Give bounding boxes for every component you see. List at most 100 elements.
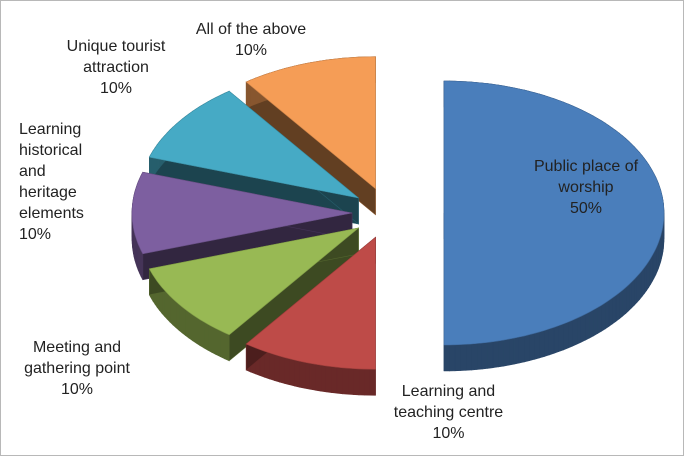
slice-side (636, 272, 641, 303)
slice-side (544, 328, 550, 357)
slice-side (508, 337, 515, 366)
slice-side (284, 357, 290, 386)
slice (148, 227, 359, 336)
slice-side (608, 297, 613, 327)
slice-side (299, 360, 306, 389)
data-label: All of the above 10% (171, 19, 331, 61)
category-label: Meeting and gathering point (24, 339, 130, 377)
slice-side (563, 321, 569, 351)
slice-side (625, 283, 630, 315)
data-label: Unique tourist attraction 10% (41, 36, 191, 99)
slice-side (331, 366, 338, 394)
slice-side (449, 344, 456, 372)
slice-side (347, 367, 354, 395)
slice-side (534, 331, 540, 360)
slice-side (622, 286, 627, 317)
slice-side (353, 368, 360, 396)
slice-side (304, 361, 311, 390)
slice-side (309, 362, 316, 391)
slice-side (443, 344, 450, 372)
value-label: 10% (19, 226, 52, 243)
slice-side (172, 298, 177, 329)
slice-side (481, 342, 488, 370)
slice-side (274, 354, 280, 383)
slice-side (289, 358, 295, 387)
category-label: Learning historical and heritage element… (19, 121, 84, 222)
slice-side (503, 338, 510, 367)
slice-side (264, 350, 270, 380)
slice-side (498, 339, 504, 368)
data-label: Learning and teaching centre 10% (376, 381, 521, 444)
slice-side (631, 278, 635, 309)
slice-side (628, 281, 632, 312)
slice-side (589, 309, 594, 339)
slice-side (601, 302, 606, 332)
value-label: 10% (234, 42, 268, 59)
slice-side (465, 343, 472, 371)
value-label: 10% (432, 425, 465, 442)
slice-side (315, 363, 322, 392)
slice-side (615, 292, 620, 322)
slice-side (164, 289, 168, 320)
value-label: 10% (60, 381, 94, 398)
slice-side (178, 303, 183, 334)
slice-side (224, 332, 230, 362)
slice-side (185, 308, 190, 339)
slice-side (539, 330, 545, 359)
slice-side (203, 321, 209, 351)
slice-side (567, 319, 573, 349)
category-label: Learning and teaching centre (393, 383, 504, 421)
slice (245, 56, 376, 190)
slice-side (220, 330, 225, 360)
slice-side (572, 317, 578, 347)
slice-side (639, 269, 643, 301)
slice-side (558, 323, 564, 353)
slice-side (580, 313, 586, 343)
slice-side (644, 263, 647, 295)
slice-side (524, 334, 530, 363)
data-label: Meeting and gathering point 10% (3, 337, 151, 400)
slice-side (605, 299, 610, 330)
slice-side (553, 325, 559, 354)
slice-side (593, 306, 598, 337)
slice-side (181, 306, 186, 337)
slice-side (169, 295, 173, 326)
slice-side (634, 275, 638, 306)
slice-side (369, 368, 376, 396)
slice-side (487, 341, 494, 369)
category-label: Public place of worship (533, 158, 639, 196)
slice-side (646, 260, 650, 292)
slice-side (195, 316, 201, 347)
slice-side (471, 343, 478, 371)
slice-side (492, 340, 499, 369)
slice-side (513, 336, 520, 365)
slice-side (597, 304, 602, 335)
data-label: Learning historical and heritage element… (19, 119, 107, 245)
category-label: Unique tourist attraction (66, 38, 166, 76)
slice (245, 236, 376, 370)
slice-side (612, 294, 617, 325)
slice-side (207, 323, 213, 354)
slice-side (460, 343, 467, 371)
slice-side (342, 367, 349, 395)
slice-side (336, 366, 343, 395)
slice-side (358, 368, 365, 396)
slice-side (294, 359, 300, 388)
slice-side (269, 352, 275, 381)
slice-side (215, 328, 221, 358)
value-label: 10% (99, 80, 133, 97)
slice-side (175, 300, 180, 331)
slice-side (279, 355, 285, 384)
slice-side (364, 368, 371, 396)
slice-side (619, 289, 623, 320)
slice-side (325, 365, 332, 393)
slice-side (199, 319, 205, 349)
slice (148, 90, 359, 199)
slice-side (641, 266, 645, 298)
slice-side (585, 311, 590, 341)
slice (443, 80, 665, 346)
slice-side (576, 315, 582, 345)
value-label: 50% (569, 200, 603, 217)
